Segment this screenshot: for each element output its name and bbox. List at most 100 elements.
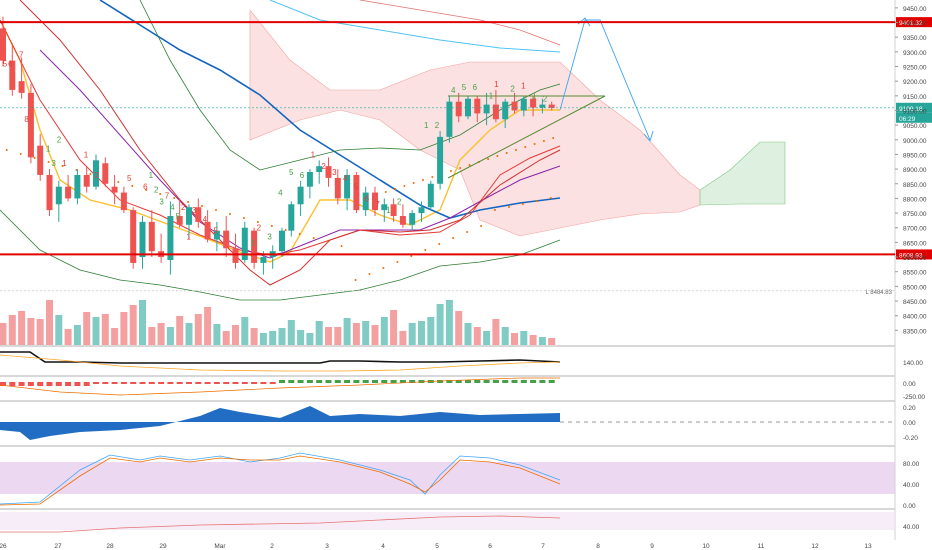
volume-bar	[46, 300, 53, 345]
td-count-label: 3	[51, 159, 56, 168]
time-tick-label: 6	[488, 543, 492, 550]
macd-hist-bar	[9, 382, 16, 386]
long-ma-line	[269, 0, 561, 53]
candle-body	[297, 186, 304, 205]
td-count-label: 4	[343, 174, 348, 183]
candle-body	[511, 101, 518, 111]
sar-dot	[201, 205, 204, 207]
pane-tick-label: 0.20	[903, 405, 916, 412]
current-price-badge: 9109.18	[899, 106, 923, 113]
macd-hist-bar	[455, 380, 462, 383]
candle-body	[9, 60, 16, 90]
macd-hist-bar	[306, 380, 313, 383]
volume-bar	[278, 328, 286, 345]
macd-hist-bar	[279, 380, 285, 383]
time-tick-label: 13	[864, 543, 872, 550]
td-count-label: 5	[176, 212, 181, 221]
volume-bar	[148, 327, 156, 345]
price-tick-label: 9050.00	[903, 123, 927, 130]
sar-dot	[340, 245, 343, 247]
sar-dot	[424, 249, 427, 251]
candle-body	[409, 213, 416, 225]
volume-bar	[538, 337, 546, 345]
candle-body	[353, 174, 360, 211]
price-tick-label: 8800.00	[903, 196, 927, 203]
countdown-badge-bg	[896, 112, 932, 123]
sar-dot	[354, 279, 357, 281]
macd-hist-bar	[65, 382, 72, 386]
time-tick-label: Mar	[214, 543, 226, 550]
horizontal-levels[interactable]: 9401.32 8608.93 9109.18 06:29 L 8484.83	[0, 17, 932, 296]
candle-body	[111, 186, 118, 193]
volume-bar	[101, 314, 109, 345]
time-tick-label: 10	[702, 543, 710, 550]
candle-body	[502, 101, 509, 120]
td-count-label: 1	[424, 121, 429, 130]
td-count-label: 1	[386, 206, 391, 215]
price-axis[interactable]: 9450.00 9400.00 9350.00 9300.00 9250.00 9200.…	[895, 6, 927, 531]
pane-tick-label: 80.00	[903, 461, 920, 468]
sar-dot	[480, 225, 483, 227]
macd-hist-bar	[241, 382, 248, 384]
volume-bar	[343, 318, 351, 345]
sar-dot	[515, 149, 517, 151]
time-tick-label: 28	[106, 543, 114, 550]
volume-bar	[166, 327, 174, 345]
td-count-label: 1	[494, 80, 499, 89]
td-count-label: 2	[95, 171, 100, 180]
candle-body	[37, 145, 44, 175]
td-count-label: 7	[19, 51, 24, 60]
sar-dot	[215, 209, 217, 211]
td-count-label: 4	[170, 203, 175, 212]
long-ma2-line	[359, 0, 561, 46]
macd-hist-bar	[297, 380, 304, 383]
time-tick-label: 9	[650, 543, 654, 550]
volume-bar	[259, 333, 267, 345]
macd-hist-bar	[288, 380, 295, 383]
volume-bar	[36, 319, 44, 345]
macd-hist-bar	[390, 380, 397, 383]
candle-body	[548, 104, 555, 108]
volume-bar	[194, 314, 202, 345]
td-count-label: 1	[186, 232, 191, 241]
support-badge-bg	[896, 249, 932, 260]
pane-tick-label: 40.00	[903, 524, 920, 531]
candlestick-series[interactable]	[0, 16, 555, 275]
sar-dot	[368, 273, 371, 275]
support-badge: 8608.93	[899, 252, 923, 259]
sar-dot	[533, 143, 536, 145]
candle-body	[288, 204, 295, 231]
volume-bar	[27, 318, 35, 345]
sar-dot	[459, 167, 462, 169]
volume-bar	[241, 317, 249, 345]
sar-dot	[431, 176, 434, 178]
td-count-label: 2	[510, 84, 515, 93]
macd-hist-bar	[362, 380, 369, 383]
macd-hist-bar	[399, 380, 406, 383]
candle-body	[474, 98, 481, 114]
td-count-label: 1	[251, 238, 256, 247]
sar-dot	[131, 185, 134, 187]
macd-hist-bar	[548, 380, 555, 383]
volume-bar	[139, 300, 146, 345]
rsi-band	[0, 512, 895, 530]
time-axis[interactable]: 26 27 28 29 Mar 2 3 4 5 6 7 8 9 10 11 12 13	[0, 543, 872, 550]
ichimoku-cloud	[249, 9, 786, 237]
candle-body	[139, 221, 146, 258]
macd-hist-bar	[353, 380, 360, 383]
low-marker-label: L 8484.83	[866, 290, 893, 296]
sar-dot	[19, 153, 22, 155]
volume-bar	[306, 333, 314, 345]
time-tick-label: 4	[381, 543, 385, 550]
sar-dot	[494, 209, 496, 211]
volume-bar	[73, 325, 81, 345]
candle-body	[65, 186, 72, 199]
candle-body	[381, 204, 388, 211]
volume-bar	[83, 312, 91, 345]
candle-body	[492, 104, 499, 120]
candle-body	[93, 160, 99, 187]
price-tick-label: 8850.00	[903, 182, 927, 189]
candle-body	[27, 92, 34, 158]
